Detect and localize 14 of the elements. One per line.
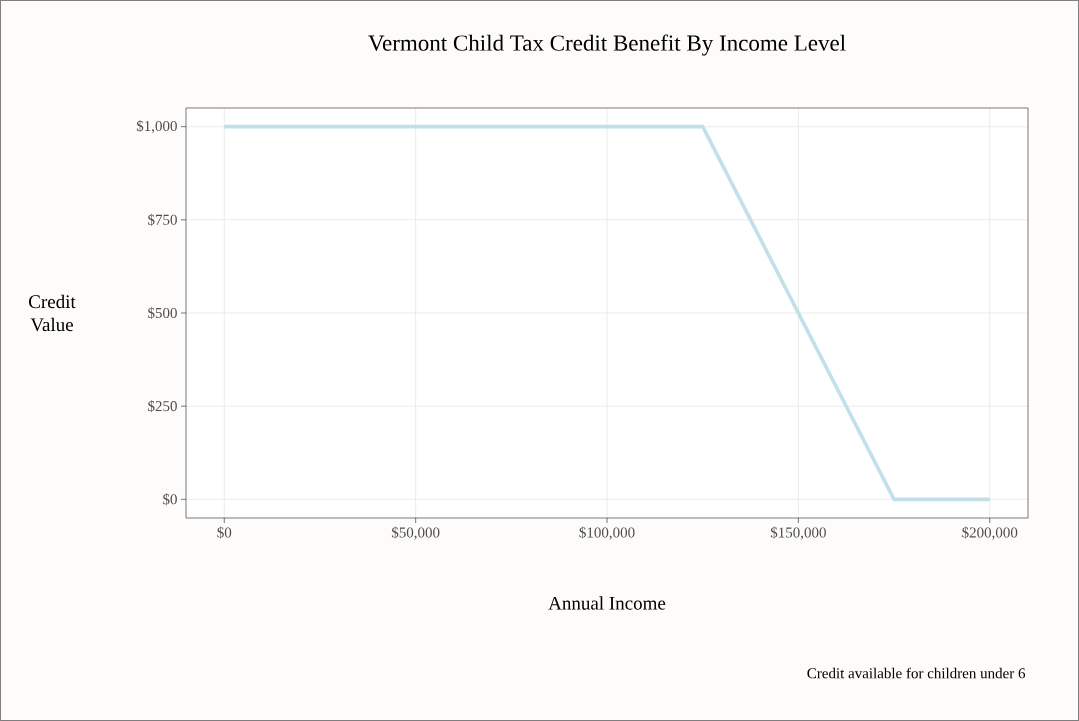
- chart-title: Vermont Child Tax Credit Benefit By Income Level: [368, 34, 846, 56]
- x-tick-label: $50,000: [391, 526, 440, 540]
- x-tick-label: $150,000: [770, 526, 826, 540]
- x-axis-title: Annual Income: [548, 596, 666, 610]
- y-axis-title: Credit Value: [29, 294, 76, 332]
- y-tick-label: $0: [163, 493, 177, 506]
- y-tick-label: $500: [148, 307, 177, 319]
- y-tick-label: $750: [148, 213, 177, 226]
- x-tick-label: $0: [217, 526, 232, 539]
- y-tick-label: $1,000: [136, 120, 177, 134]
- x-tick-label: $100,000: [579, 526, 635, 540]
- x-tick-label: $200,000: [962, 526, 1018, 540]
- text: Credit available for children under 6: [807, 667, 1026, 679]
- y-tick-label: $250: [148, 400, 177, 413]
